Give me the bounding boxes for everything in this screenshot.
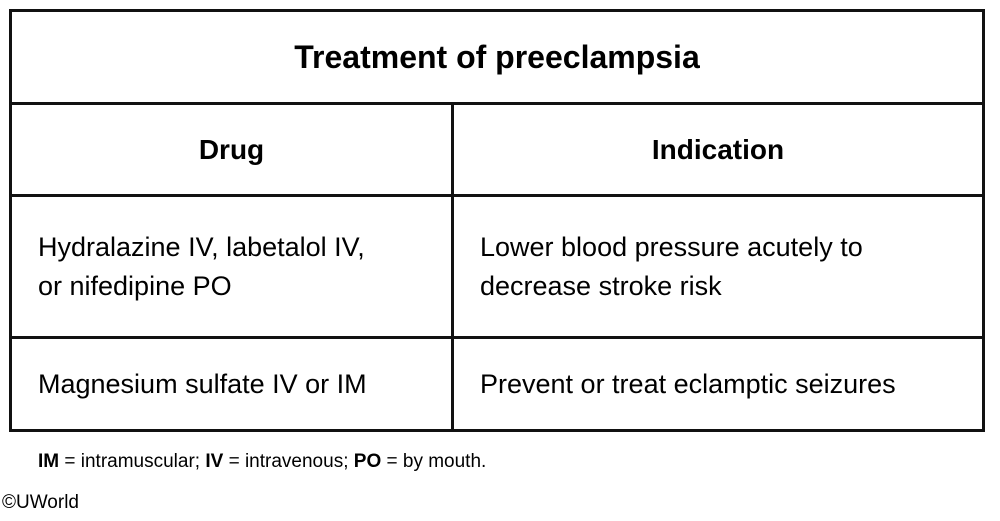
footnote-text: = intravenous; bbox=[223, 451, 354, 472]
indication-cell: Prevent or treat eclamptic seizures bbox=[454, 339, 982, 429]
table-header-row: Drug Indication bbox=[12, 105, 982, 197]
abbreviation-footnote: IM = intramuscular; IV = intravenous; PO… bbox=[38, 451, 486, 473]
footnote-text: = intramuscular; bbox=[59, 451, 206, 472]
treatment-table: Treatment of preeclampsia Drug Indicatio… bbox=[9, 9, 985, 432]
indication-line: Prevent or treat eclamptic seizures bbox=[480, 368, 896, 399]
indication-cell: Lower blood pressure acutely to decrease… bbox=[454, 197, 982, 336]
footnote-abbr: IM bbox=[38, 451, 60, 472]
indication-line: Lower blood pressure acutely to bbox=[480, 231, 863, 262]
indication-line: decrease stroke risk bbox=[480, 270, 722, 301]
drug-cell: Magnesium sulfate IV or IM bbox=[12, 339, 454, 429]
header-indication: Indication bbox=[651, 133, 785, 165]
footnote-abbr: PO bbox=[353, 451, 382, 472]
drug-line: Magnesium sulfate IV or IM bbox=[38, 368, 367, 399]
drug-line: Hydralazine IV, labetalol IV, bbox=[38, 231, 365, 262]
header-drug: Drug bbox=[12, 105, 454, 194]
footnote-text: = by mouth. bbox=[381, 451, 487, 472]
copyright-notice: ©UWorld bbox=[2, 492, 79, 513]
drug-cell: Hydralazine IV, labetalol IV, or nifedip… bbox=[12, 197, 454, 336]
table-title: Treatment of preeclampsia bbox=[12, 12, 982, 105]
drug-line: or nifedipine PO bbox=[38, 270, 232, 301]
table-row: Magnesium sulfate IV or IM Prevent or tr… bbox=[12, 339, 982, 429]
table-row: Hydralazine IV, labetalol IV, or nifedip… bbox=[12, 197, 982, 339]
footnote-abbr: IV bbox=[205, 451, 224, 472]
